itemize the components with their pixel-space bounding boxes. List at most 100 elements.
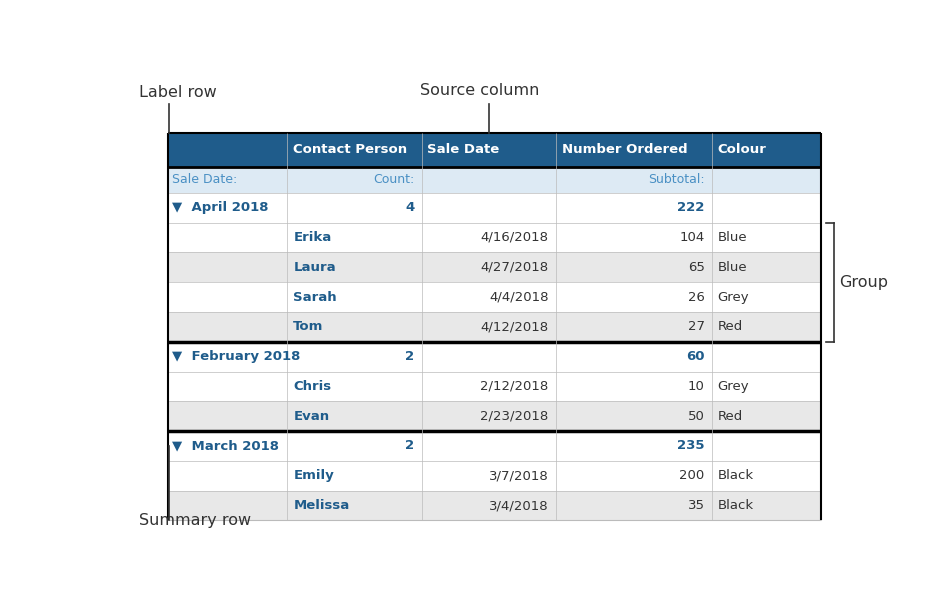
FancyBboxPatch shape bbox=[287, 252, 422, 282]
Text: Red: Red bbox=[718, 321, 743, 333]
Text: ▼  February 2018: ▼ February 2018 bbox=[172, 350, 300, 363]
Text: 2/23/2018: 2/23/2018 bbox=[480, 410, 548, 422]
Text: 2: 2 bbox=[405, 440, 415, 453]
FancyBboxPatch shape bbox=[712, 371, 821, 402]
Text: 4/27/2018: 4/27/2018 bbox=[480, 261, 548, 274]
FancyBboxPatch shape bbox=[168, 252, 287, 282]
FancyBboxPatch shape bbox=[556, 402, 712, 431]
Text: Subtotal:: Subtotal: bbox=[648, 173, 705, 186]
Text: Label row: Label row bbox=[139, 85, 216, 100]
Text: Sarah: Sarah bbox=[293, 290, 337, 303]
FancyBboxPatch shape bbox=[556, 461, 712, 491]
FancyBboxPatch shape bbox=[422, 223, 556, 252]
FancyBboxPatch shape bbox=[168, 491, 287, 521]
FancyBboxPatch shape bbox=[422, 461, 556, 491]
FancyBboxPatch shape bbox=[168, 402, 287, 431]
Text: 4/16/2018: 4/16/2018 bbox=[480, 231, 548, 244]
Text: Source column: Source column bbox=[420, 83, 539, 98]
Text: 10: 10 bbox=[688, 380, 705, 393]
Text: Red: Red bbox=[718, 410, 743, 422]
FancyBboxPatch shape bbox=[287, 431, 422, 461]
Text: 3/7/2018: 3/7/2018 bbox=[489, 469, 548, 482]
Text: Sale Date: Sale Date bbox=[428, 143, 500, 157]
Text: 26: 26 bbox=[688, 290, 705, 303]
Text: Contact Person: Contact Person bbox=[293, 143, 407, 157]
Text: 4/4/2018: 4/4/2018 bbox=[490, 290, 548, 303]
Text: Grey: Grey bbox=[718, 380, 749, 393]
FancyBboxPatch shape bbox=[422, 491, 556, 521]
Text: ▼  April 2018: ▼ April 2018 bbox=[172, 201, 269, 214]
FancyBboxPatch shape bbox=[556, 133, 712, 167]
FancyBboxPatch shape bbox=[556, 252, 712, 282]
FancyBboxPatch shape bbox=[422, 371, 556, 402]
Text: Blue: Blue bbox=[718, 231, 747, 244]
FancyBboxPatch shape bbox=[556, 371, 712, 402]
Text: Erika: Erika bbox=[293, 231, 331, 244]
FancyBboxPatch shape bbox=[712, 312, 821, 342]
Text: 27: 27 bbox=[688, 321, 705, 333]
FancyBboxPatch shape bbox=[556, 312, 712, 342]
FancyBboxPatch shape bbox=[168, 282, 287, 312]
FancyBboxPatch shape bbox=[712, 193, 821, 223]
FancyBboxPatch shape bbox=[287, 282, 422, 312]
Text: Group: Group bbox=[840, 274, 888, 290]
FancyBboxPatch shape bbox=[712, 133, 821, 167]
FancyBboxPatch shape bbox=[168, 431, 287, 461]
Text: 4/12/2018: 4/12/2018 bbox=[480, 321, 548, 333]
FancyBboxPatch shape bbox=[422, 402, 556, 431]
Text: Colour: Colour bbox=[718, 143, 767, 157]
FancyBboxPatch shape bbox=[287, 402, 422, 431]
FancyBboxPatch shape bbox=[168, 371, 287, 402]
FancyBboxPatch shape bbox=[287, 342, 422, 371]
FancyBboxPatch shape bbox=[287, 491, 422, 521]
Text: 104: 104 bbox=[680, 231, 705, 244]
Text: Black: Black bbox=[718, 499, 753, 512]
Text: 65: 65 bbox=[688, 261, 705, 274]
Text: Summary row: Summary row bbox=[139, 513, 251, 528]
Text: 235: 235 bbox=[677, 440, 705, 453]
FancyBboxPatch shape bbox=[712, 223, 821, 252]
Text: Emily: Emily bbox=[293, 469, 334, 482]
FancyBboxPatch shape bbox=[287, 461, 422, 491]
FancyBboxPatch shape bbox=[168, 461, 287, 491]
Text: ▼  March 2018: ▼ March 2018 bbox=[172, 440, 279, 453]
FancyBboxPatch shape bbox=[556, 282, 712, 312]
Text: Laura: Laura bbox=[293, 261, 336, 274]
FancyBboxPatch shape bbox=[556, 193, 712, 223]
FancyBboxPatch shape bbox=[422, 193, 556, 223]
FancyBboxPatch shape bbox=[422, 133, 556, 167]
FancyBboxPatch shape bbox=[712, 167, 821, 193]
FancyBboxPatch shape bbox=[712, 342, 821, 371]
Text: 200: 200 bbox=[680, 469, 705, 482]
FancyBboxPatch shape bbox=[422, 342, 556, 371]
FancyBboxPatch shape bbox=[287, 193, 422, 223]
FancyBboxPatch shape bbox=[422, 282, 556, 312]
Text: 35: 35 bbox=[688, 499, 705, 512]
Text: 2/12/2018: 2/12/2018 bbox=[480, 380, 548, 393]
FancyBboxPatch shape bbox=[168, 133, 287, 167]
FancyBboxPatch shape bbox=[287, 223, 422, 252]
Text: 3/4/2018: 3/4/2018 bbox=[489, 499, 548, 512]
FancyBboxPatch shape bbox=[287, 133, 422, 167]
FancyBboxPatch shape bbox=[287, 371, 422, 402]
FancyBboxPatch shape bbox=[712, 461, 821, 491]
FancyBboxPatch shape bbox=[422, 312, 556, 342]
FancyBboxPatch shape bbox=[556, 167, 712, 193]
FancyBboxPatch shape bbox=[422, 252, 556, 282]
FancyBboxPatch shape bbox=[712, 252, 821, 282]
Text: Count:: Count: bbox=[373, 173, 415, 186]
FancyBboxPatch shape bbox=[712, 402, 821, 431]
FancyBboxPatch shape bbox=[287, 167, 422, 193]
FancyBboxPatch shape bbox=[556, 223, 712, 252]
Text: 50: 50 bbox=[688, 410, 705, 422]
FancyBboxPatch shape bbox=[168, 193, 287, 223]
Text: Evan: Evan bbox=[293, 410, 329, 422]
FancyBboxPatch shape bbox=[712, 282, 821, 312]
FancyBboxPatch shape bbox=[422, 167, 556, 193]
FancyBboxPatch shape bbox=[556, 342, 712, 371]
Text: Melissa: Melissa bbox=[293, 499, 349, 512]
Text: Tom: Tom bbox=[293, 321, 324, 333]
Text: 2: 2 bbox=[405, 350, 415, 363]
Text: Grey: Grey bbox=[718, 290, 749, 303]
Text: Chris: Chris bbox=[293, 380, 331, 393]
